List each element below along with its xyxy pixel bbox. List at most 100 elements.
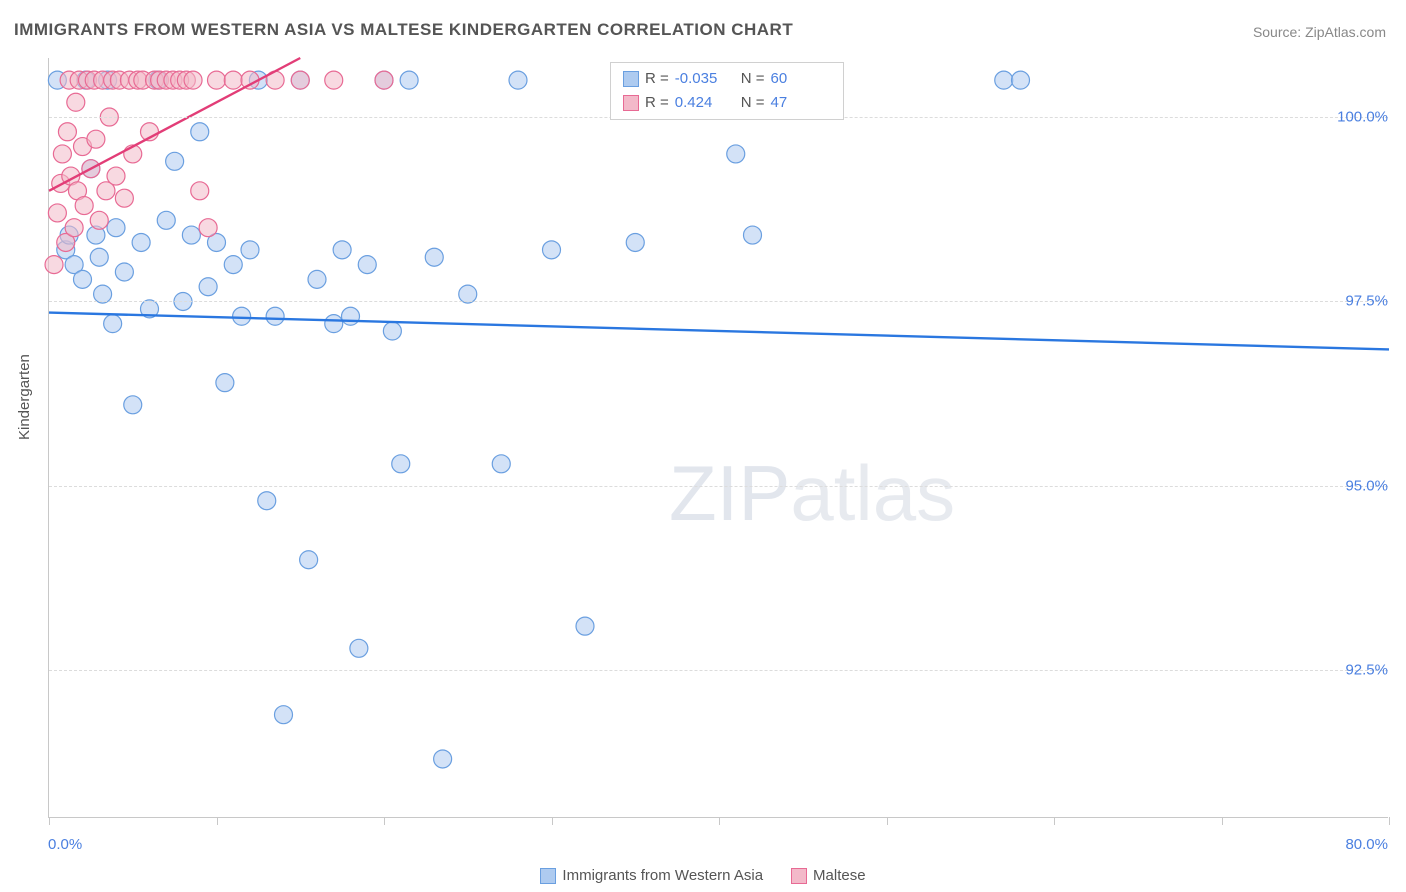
scatter-point [107, 219, 125, 237]
scatter-point [375, 71, 393, 89]
x-tick [384, 817, 385, 825]
scatter-point [392, 455, 410, 473]
scatter-point [124, 396, 142, 414]
scatter-point [107, 167, 125, 185]
scatter-point [291, 71, 309, 89]
source-attribution: Source: ZipAtlas.com [1253, 24, 1386, 40]
scatter-point [224, 256, 242, 274]
scatter-point [308, 270, 326, 288]
scatter-point [626, 233, 644, 251]
scatter-point [115, 189, 133, 207]
scatter-point [325, 71, 343, 89]
scatter-point [48, 204, 66, 222]
scatter-point [75, 197, 93, 215]
scatter-point [184, 71, 202, 89]
scatter-point [90, 248, 108, 266]
stat-r-value: 0.424 [675, 91, 735, 115]
scatter-point [241, 241, 259, 259]
scatter-point [275, 706, 293, 724]
legend-label: Maltese [813, 867, 866, 884]
stat-n-value: 60 [771, 67, 831, 91]
scatter-point [216, 374, 234, 392]
scatter-point [191, 123, 209, 141]
scatter-point [342, 307, 360, 325]
scatter-point [459, 285, 477, 303]
scatter-point [543, 241, 561, 259]
scatter-point [383, 322, 401, 340]
scatter-point [208, 71, 226, 89]
scatter-point [224, 71, 242, 89]
correlation-legend: R = -0.035N = 60R = 0.424N = 47 [610, 62, 844, 120]
scatter-point [104, 315, 122, 333]
scatter-point [727, 145, 745, 163]
legend-swatch [540, 868, 556, 884]
y-axis-label: Kindergarten [16, 354, 33, 440]
stat-n-value: 47 [771, 91, 831, 115]
scatter-point [434, 750, 452, 768]
scatter-svg [49, 58, 1388, 817]
scatter-point [58, 123, 76, 141]
chart-plot-area: ZIPatlas [48, 58, 1388, 818]
correlation-legend-row: R = 0.424N = 47 [623, 91, 831, 115]
scatter-point [45, 256, 63, 274]
scatter-point [325, 315, 343, 333]
scatter-point [74, 270, 92, 288]
y-tick-label: 95.0% [1345, 477, 1388, 494]
scatter-point [233, 307, 251, 325]
scatter-point [576, 617, 594, 635]
scatter-point [300, 551, 318, 569]
legend-item: Immigrants from Western Asia [540, 867, 763, 884]
scatter-point [87, 130, 105, 148]
stat-n-label: N = [741, 67, 765, 91]
scatter-point [350, 639, 368, 657]
scatter-point [1012, 71, 1030, 89]
scatter-point [492, 455, 510, 473]
scatter-point [258, 492, 276, 510]
legend-swatch [623, 95, 639, 111]
scatter-point [53, 145, 71, 163]
scatter-point [509, 71, 527, 89]
scatter-point [90, 211, 108, 229]
scatter-point [166, 152, 184, 170]
gridline-h [49, 486, 1388, 487]
scatter-point [744, 226, 762, 244]
x-tick [552, 817, 553, 825]
gridline-h [49, 301, 1388, 302]
y-tick-label: 92.5% [1345, 662, 1388, 679]
scatter-point [358, 256, 376, 274]
x-tick-label: 80.0% [1345, 836, 1388, 853]
x-tick-label: 0.0% [48, 836, 82, 853]
scatter-point [191, 182, 209, 200]
x-tick [217, 817, 218, 825]
scatter-point [115, 263, 133, 281]
scatter-point [266, 307, 284, 325]
scatter-point [65, 219, 83, 237]
legend-label: Immigrants from Western Asia [562, 867, 763, 884]
x-tick [1054, 817, 1055, 825]
scatter-point [67, 93, 85, 111]
x-tick [719, 817, 720, 825]
scatter-point [199, 219, 217, 237]
x-tick [887, 817, 888, 825]
stat-r-label: R = [645, 67, 669, 91]
series-legend: Immigrants from Western Asia Maltese [0, 867, 1406, 884]
stat-n-label: N = [741, 91, 765, 115]
scatter-point [182, 226, 200, 244]
legend-swatch [623, 71, 639, 87]
x-tick [1222, 817, 1223, 825]
legend-item: Maltese [791, 867, 866, 884]
scatter-point [333, 241, 351, 259]
legend-swatch [791, 868, 807, 884]
stat-r-label: R = [645, 91, 669, 115]
scatter-point [132, 233, 150, 251]
chart-title: IMMIGRANTS FROM WESTERN ASIA VS MALTESE … [14, 20, 793, 40]
scatter-point [94, 285, 112, 303]
scatter-point [995, 71, 1013, 89]
y-tick-label: 100.0% [1337, 109, 1388, 126]
x-tick [1389, 817, 1390, 825]
trend-line [49, 313, 1389, 350]
scatter-point [400, 71, 418, 89]
gridline-h [49, 670, 1388, 671]
scatter-point [157, 211, 175, 229]
correlation-legend-row: R = -0.035N = 60 [623, 67, 831, 91]
